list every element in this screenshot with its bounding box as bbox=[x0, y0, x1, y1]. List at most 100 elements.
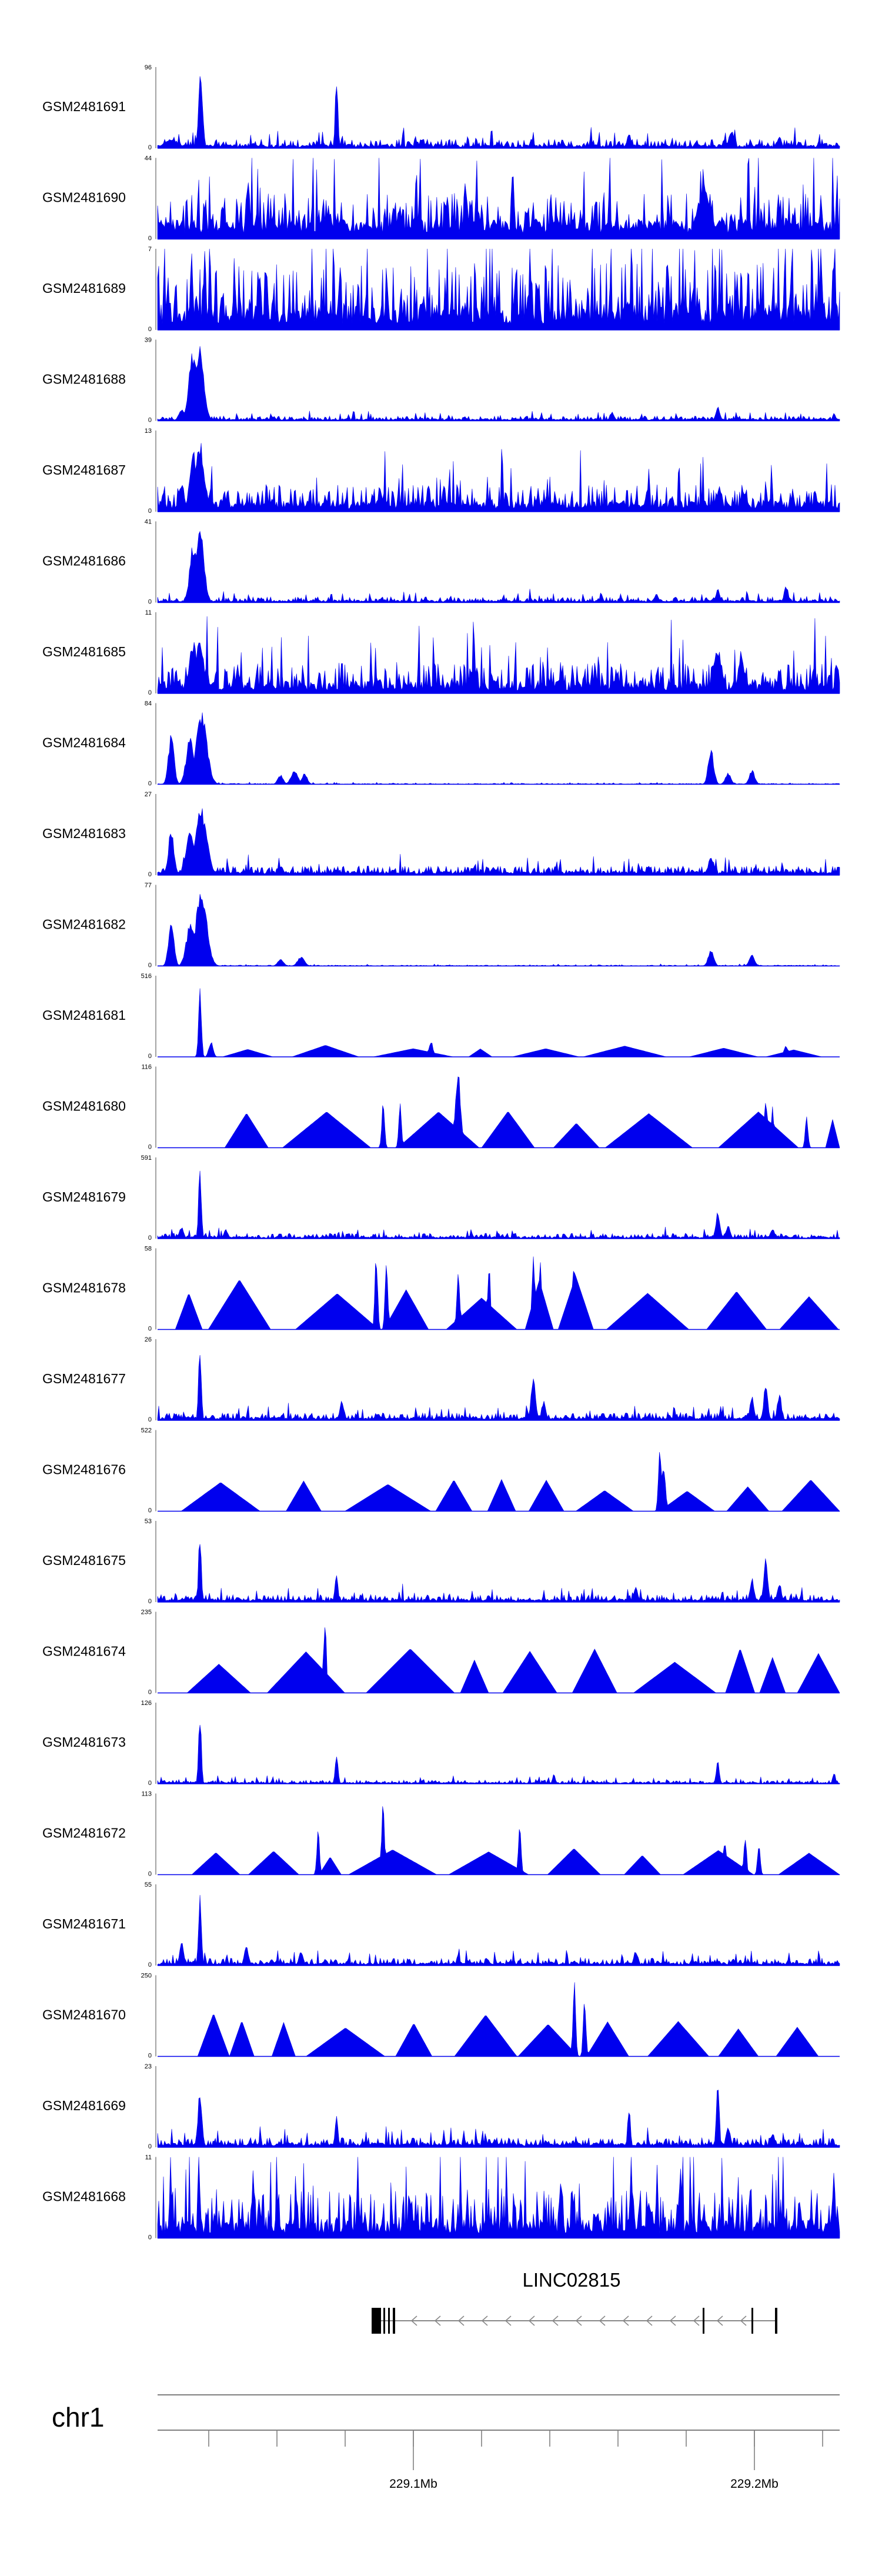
track-GSM2481677: GSM2481677 26 0 bbox=[42, 1336, 840, 1423]
strand-arrow bbox=[599, 2315, 606, 2326]
strand-arrow bbox=[528, 2315, 535, 2326]
track-max-label: 39 bbox=[145, 337, 152, 344]
track-GSM2481675: GSM2481675 53 0 bbox=[42, 1518, 840, 1605]
track-GSM2481683: GSM2481683 27 0 bbox=[42, 791, 840, 878]
track-max-label: 250 bbox=[141, 1973, 152, 1980]
track-label: GSM2481682 bbox=[42, 917, 126, 932]
track-label: GSM2481690 bbox=[42, 190, 126, 205]
track-max-label: 591 bbox=[141, 1154, 152, 1162]
track-max-label: 235 bbox=[141, 1609, 152, 1616]
track-GSM2481680: GSM2481680 116 0 bbox=[42, 1064, 840, 1151]
track-min-label: 0 bbox=[148, 1053, 152, 1060]
strand-arrow bbox=[481, 2315, 488, 2326]
strand-arrow bbox=[505, 2315, 512, 2326]
track-min-label: 0 bbox=[148, 1326, 152, 1333]
track-min-label: 0 bbox=[148, 1780, 152, 1787]
strand-arrow bbox=[693, 2315, 700, 2326]
track-GSM2481678: GSM2481678 58 0 bbox=[42, 1246, 840, 1333]
track-max-label: 116 bbox=[141, 1064, 152, 1071]
signal-area bbox=[157, 530, 840, 603]
track-min-label: 0 bbox=[148, 2234, 152, 2241]
strand-arrow bbox=[740, 2315, 747, 2326]
track-max-label: 113 bbox=[141, 1791, 152, 1798]
track-label: GSM2481677 bbox=[42, 1371, 126, 1386]
track-GSM2481672: GSM2481672 113 0 bbox=[42, 1791, 840, 1878]
track-max-label: 58 bbox=[145, 1246, 152, 1253]
signal-area bbox=[157, 76, 840, 149]
track-label: GSM2481683 bbox=[42, 826, 126, 841]
track-GSM2481685: GSM2481685 11 0 bbox=[42, 609, 840, 696]
signal-area bbox=[157, 894, 840, 966]
track-max-label: 13 bbox=[145, 428, 152, 435]
track-min-label: 0 bbox=[148, 1234, 152, 1242]
strand-arrow bbox=[646, 2315, 653, 2326]
track-GSM2481679: GSM2481679 591 0 bbox=[42, 1154, 840, 1242]
signal-area bbox=[157, 1544, 840, 1603]
track-GSM2481690: GSM2481690 44 0 bbox=[42, 155, 840, 242]
axis-tick-label: 229.1Mb bbox=[389, 2477, 437, 2491]
track-min-label: 0 bbox=[148, 2143, 152, 2150]
track-max-label: 27 bbox=[145, 791, 152, 798]
track-label: GSM2481671 bbox=[42, 1916, 126, 1931]
track-min-label: 0 bbox=[148, 780, 152, 788]
track-GSM2481668: GSM2481668 11 0 bbox=[42, 2154, 840, 2241]
track-label: GSM2481685 bbox=[42, 644, 126, 659]
track-GSM2481682: GSM2481682 77 0 bbox=[42, 882, 840, 969]
track-max-label: 26 bbox=[145, 1336, 152, 1343]
track-min-label: 0 bbox=[148, 1961, 152, 1968]
track-max-label: 522 bbox=[141, 1427, 152, 1434]
track-min-label: 0 bbox=[148, 326, 152, 333]
track-GSM2481684: GSM2481684 84 0 bbox=[42, 700, 840, 788]
track-GSM2481689: GSM2481689 7 0 bbox=[42, 246, 840, 333]
track-min-label: 0 bbox=[148, 144, 152, 151]
track-max-label: 55 bbox=[145, 1881, 152, 1888]
track-max-label: 44 bbox=[145, 155, 152, 162]
track-label: GSM2481684 bbox=[42, 735, 126, 750]
track-GSM2481688: GSM2481688 39 0 bbox=[42, 337, 840, 424]
signal-area bbox=[157, 2157, 840, 2238]
gene-exon bbox=[775, 2308, 777, 2334]
track-GSM2481671: GSM2481671 55 0 bbox=[42, 1881, 840, 1968]
track-label: GSM2481672 bbox=[42, 1826, 126, 1841]
signal-area bbox=[157, 346, 840, 421]
signal-area bbox=[158, 1256, 840, 1330]
track-label: GSM2481670 bbox=[42, 2007, 126, 2023]
gene-exon bbox=[751, 2308, 753, 2334]
track-GSM2481669: GSM2481669 23 0 bbox=[42, 2063, 840, 2150]
chromosome-label: chr1 bbox=[52, 2402, 104, 2432]
track-GSM2481681: GSM2481681 516 0 bbox=[42, 973, 840, 1060]
track-label: GSM2481687 bbox=[42, 462, 126, 478]
strand-arrow bbox=[410, 2315, 417, 2326]
signal-area bbox=[157, 1170, 840, 1239]
signal-area bbox=[157, 808, 840, 876]
signal-area bbox=[157, 616, 840, 694]
strand-arrow bbox=[434, 2315, 441, 2326]
signal-area bbox=[157, 712, 840, 785]
track-min-label: 0 bbox=[148, 962, 152, 969]
axis-tick-label: 229.2Mb bbox=[730, 2477, 779, 2491]
track-min-label: 0 bbox=[148, 1416, 152, 1423]
track-max-label: 11 bbox=[145, 2154, 152, 2161]
gene-exon bbox=[393, 2308, 395, 2334]
strand-arrow bbox=[716, 2315, 723, 2326]
track-max-label: 41 bbox=[145, 519, 152, 526]
signal-area bbox=[157, 158, 840, 239]
strand-arrow bbox=[622, 2315, 629, 2326]
signal-area bbox=[158, 988, 840, 1057]
track-max-label: 516 bbox=[141, 973, 152, 980]
track-max-label: 11 bbox=[145, 609, 152, 616]
track-min-label: 0 bbox=[148, 417, 152, 424]
track-label: GSM2481680 bbox=[42, 1099, 126, 1114]
signal-area bbox=[157, 2090, 840, 2148]
track-max-label: 96 bbox=[145, 64, 152, 71]
strand-arrow bbox=[552, 2315, 559, 2326]
track-label: GSM2481676 bbox=[42, 1462, 126, 1477]
track-max-label: 53 bbox=[145, 1518, 152, 1525]
track-label: GSM2481674 bbox=[42, 1644, 126, 1659]
track-label: GSM2481675 bbox=[42, 1553, 126, 1568]
signal-area bbox=[157, 1354, 840, 1421]
track-GSM2481676: GSM2481676 522 0 bbox=[42, 1427, 840, 1514]
gene-label: LINC02815 bbox=[523, 2269, 621, 2291]
signal-area bbox=[158, 1982, 840, 2057]
track-GSM2481674: GSM2481674 235 0 bbox=[42, 1609, 840, 1696]
